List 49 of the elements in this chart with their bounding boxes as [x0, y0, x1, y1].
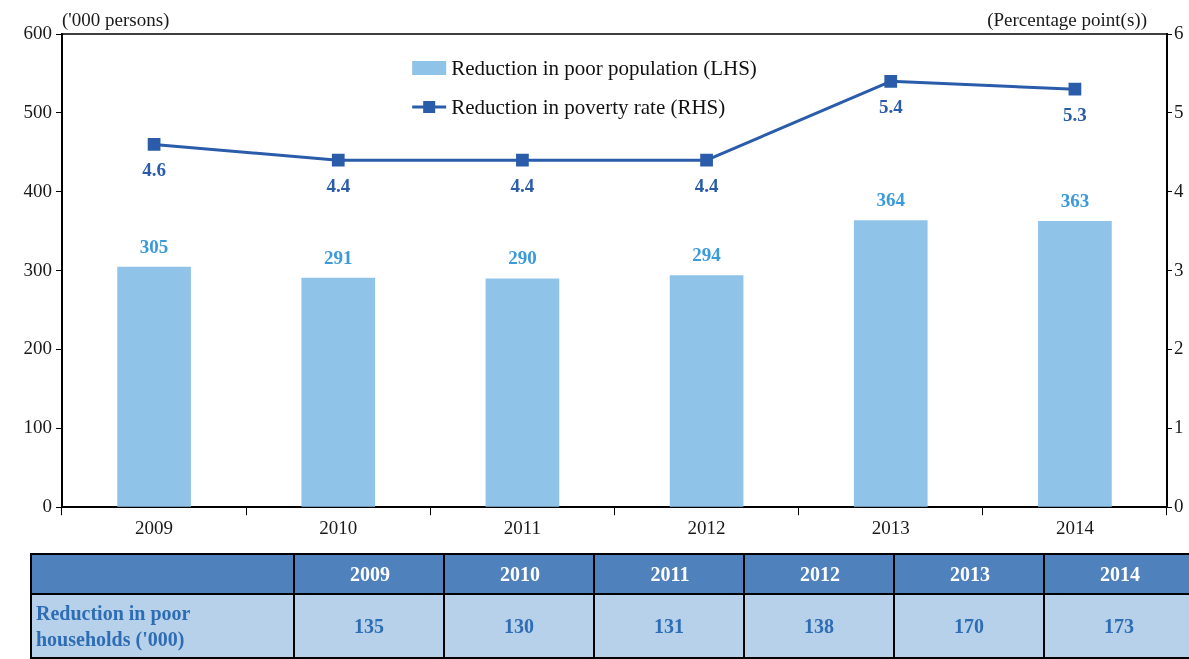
data-label: 131	[593, 593, 745, 659]
data-label: 4.6	[142, 159, 166, 181]
data-label: 4.4	[510, 175, 535, 197]
legend-label: Reduction in poor population (LHS)	[451, 55, 757, 80]
data-label: 5.3	[1063, 104, 1087, 126]
y-axis-title: ('000 persons)	[62, 9, 170, 31]
data-label: 4.4	[326, 175, 351, 197]
y2-axis-title: (Percentage point(s))	[987, 9, 1147, 31]
data-label: 291	[324, 246, 353, 268]
x-tick-label: 2013	[871, 516, 910, 538]
data-label: 138	[743, 593, 895, 659]
y-tick-label: 100	[23, 416, 52, 438]
data-label: 4.4	[694, 175, 719, 197]
y2-tick-label: 4	[1174, 179, 1184, 201]
x-tick-label: 2009	[135, 516, 174, 538]
data-label: 294	[692, 244, 722, 266]
y2-tick-label: 0	[1174, 495, 1184, 517]
x-tick-label: 2010	[443, 553, 595, 595]
y2-tick-label: 3	[1174, 258, 1184, 280]
x-tick-label: 2010	[319, 516, 358, 538]
y2-tick-label: 6	[1174, 21, 1184, 43]
x-tick-label: 2013	[893, 553, 1045, 595]
x-tick-label: 2009	[293, 553, 445, 595]
y2-tick-label: 1	[1174, 416, 1184, 438]
data-label: 173	[1043, 593, 1189, 659]
y2-tick-label: 5	[1174, 100, 1184, 122]
x-tick-label: 2011	[503, 516, 542, 538]
x-tick-label: 2012	[743, 553, 895, 595]
y-tick-label: 600	[23, 21, 52, 43]
data-label: 170	[893, 593, 1045, 659]
data-label: 364	[876, 189, 906, 211]
legend-label: Reduction in poverty rate (RHS)	[451, 94, 726, 119]
x-tick-label: 2014	[1055, 516, 1095, 538]
data-label: 135	[293, 593, 445, 659]
y-tick-label: 400	[23, 179, 52, 201]
data-label: 305	[139, 235, 169, 257]
x-tick-label: 2014	[1043, 553, 1189, 595]
data-label: 5.4	[878, 96, 904, 118]
data-label: 290	[508, 247, 537, 269]
y-tick-label: 200	[23, 337, 52, 359]
data-label: 363	[1060, 189, 1090, 211]
y-tick-label: 300	[23, 258, 52, 280]
x-tick-label: 2012	[687, 516, 726, 538]
y-tick-label: 0	[42, 495, 52, 517]
y-tick-label: 500	[23, 100, 52, 122]
y2-tick-label: 2	[1174, 337, 1184, 359]
y-tick-label: Reduction in poor households ('000)	[30, 593, 295, 659]
x-tick-label: 2011	[593, 553, 745, 595]
data-label: 130	[443, 593, 595, 659]
